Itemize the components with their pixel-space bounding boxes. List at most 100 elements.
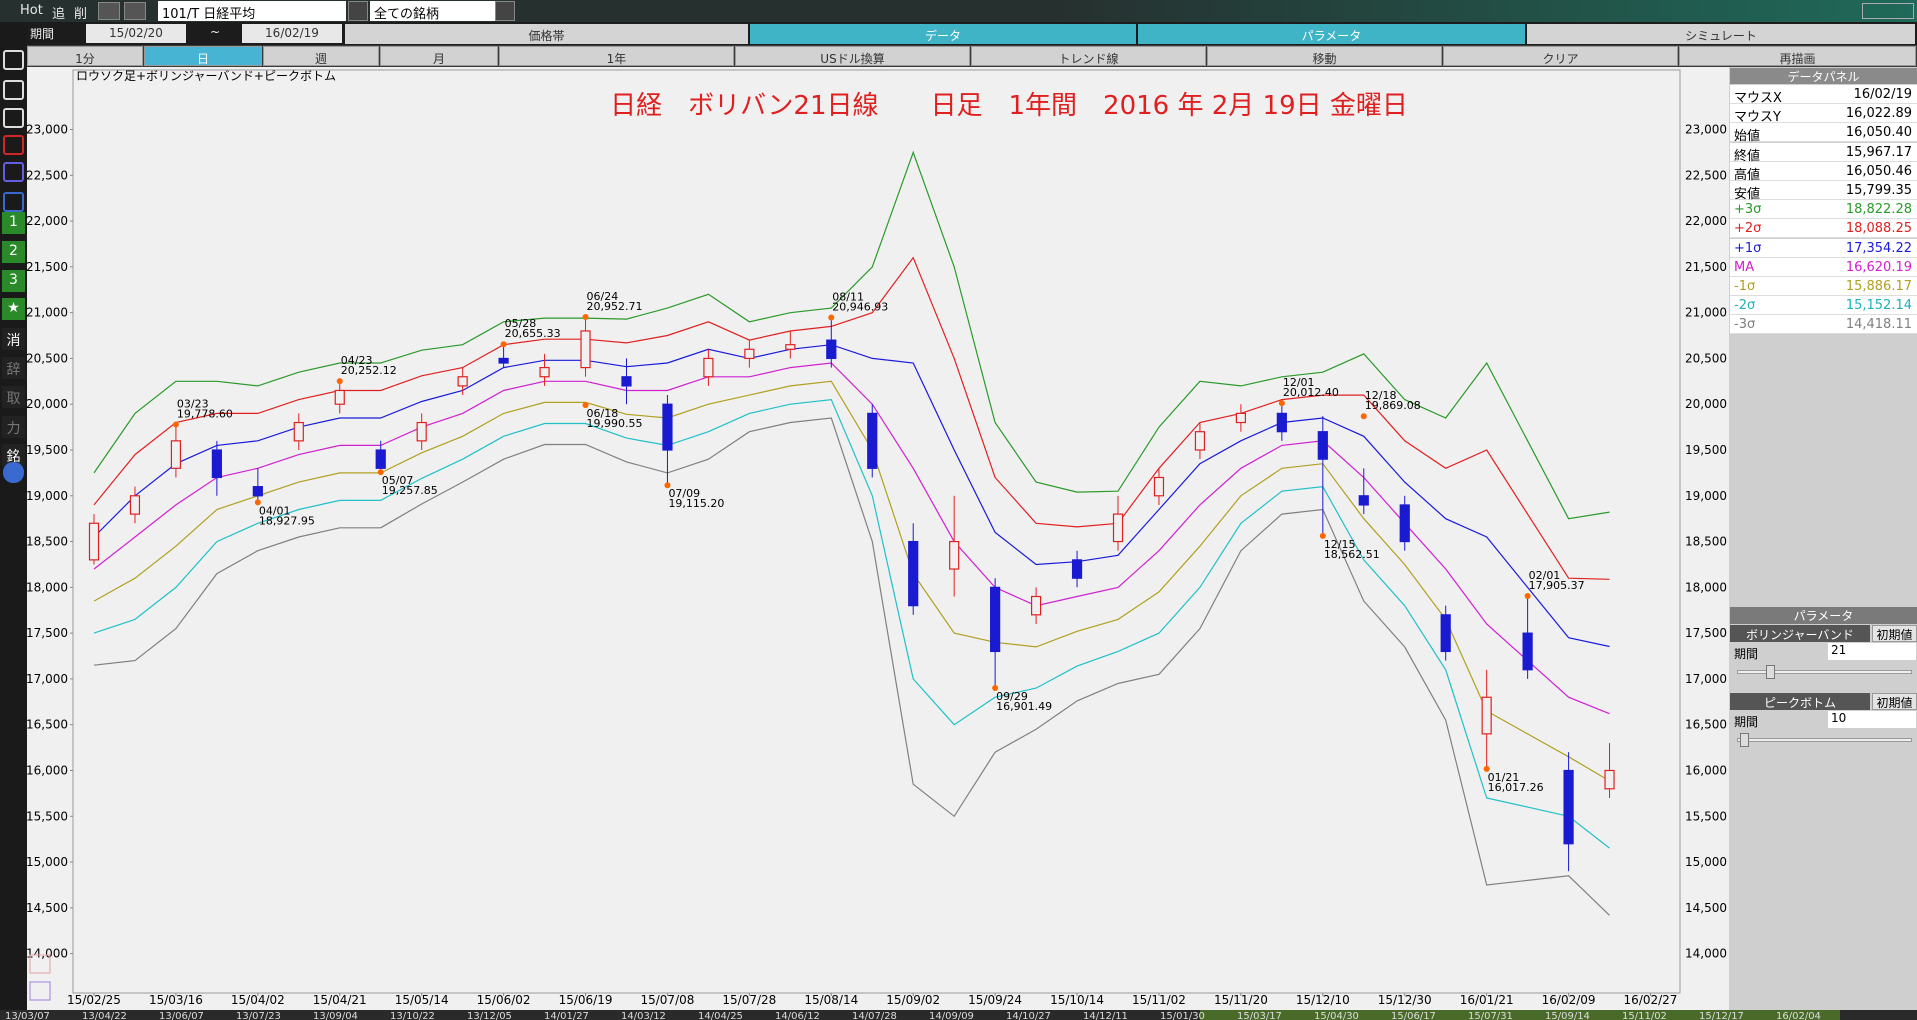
peak-bottom-value: 18,927.95 (259, 514, 315, 527)
candle-body (1481, 696, 1492, 735)
peak-bottom-date: 04/01 (259, 504, 291, 517)
peak-bottom-value: 20,252.12 (341, 364, 397, 377)
peak-bottom-value: 19,869.08 (1365, 399, 1421, 412)
band-line (93, 344, 1610, 648)
dropdown-button[interactable] (348, 1, 368, 21)
y-tick-label: 15,500 (26, 809, 68, 823)
x-tick-label: 15/06/02 (477, 993, 531, 1007)
param-input[interactable]: 21 (1828, 643, 1916, 660)
candle-body (1563, 769, 1574, 845)
y-tick-label: 18,000 (26, 580, 68, 594)
period-button[interactable]: 再描画 (1679, 46, 1916, 66)
period-button[interactable]: USドル換算 (735, 46, 970, 66)
peak-bottom-value: 19,778.60 (177, 407, 233, 420)
toolbar-button[interactable]: 追 (52, 7, 66, 19)
slider-thumb[interactable] (1766, 665, 1775, 679)
nav-prev[interactable] (98, 2, 120, 20)
x-tick-label: 15/05/14 (395, 993, 449, 1007)
peak-bottom-date: 03/23 (177, 397, 209, 410)
sidebar-button[interactable]: 2 (2, 241, 25, 263)
peak-bottom-value: 20,655.33 (505, 327, 561, 340)
slider-thumb[interactable] (1740, 733, 1749, 747)
sidebar-button[interactable]: 1 (2, 212, 25, 234)
period-button[interactable]: 月 (380, 46, 498, 66)
nav-next[interactable] (124, 2, 146, 20)
tab[interactable]: データ (750, 24, 1136, 44)
mini-icon (29, 954, 51, 974)
x-tick-label: 15/03/16 (149, 993, 203, 1007)
peak-bottom-date: 12/01 (1283, 376, 1315, 389)
peak-bottom-date: 06/24 (587, 290, 619, 303)
universe-select[interactable]: 全ての銘柄 (370, 1, 495, 21)
peak-bottom-date: 02/01 (1529, 569, 1561, 582)
sidebar-icon[interactable] (3, 162, 24, 182)
overview-date: 14/10/27 (1006, 1011, 1051, 1020)
peak-bottom-marker (377, 469, 384, 476)
data-row-value: 17,354.22 (1845, 240, 1912, 256)
start-date[interactable]: 15/02/20 (86, 24, 186, 43)
sidebar-button[interactable]: 消 (2, 328, 25, 350)
y-tick-label: 14,500 (26, 901, 68, 915)
tab[interactable]: シミュレート (1527, 24, 1915, 44)
sidebar-button[interactable]: 3 (2, 270, 25, 292)
sidebar-icon[interactable] (3, 80, 24, 100)
band-line (93, 417, 1610, 916)
sidebar-button[interactable]: ★ (2, 298, 25, 320)
period-button[interactable]: トレンド線 (971, 46, 1206, 66)
sidebar-button[interactable]: 力 (2, 416, 25, 438)
sidebar-icon[interactable] (3, 50, 24, 70)
x-tick-label: 15/11/20 (1214, 993, 1268, 1007)
peak-bottom-date: 05/28 (505, 317, 537, 330)
data-row-label: -1σ (1734, 279, 1756, 294)
overview-date: 13/03/07 (5, 1011, 50, 1020)
data-row-label: 高値 (1734, 167, 1761, 183)
candle-body (1604, 769, 1615, 790)
end-date[interactable]: 16/02/19 (242, 24, 342, 43)
dropdown-button[interactable] (495, 1, 515, 21)
tab[interactable]: 価格帯 (345, 24, 748, 44)
period-button[interactable]: 週 (263, 46, 379, 66)
peak-bottom-marker (664, 482, 671, 489)
toolbar-button[interactable]: 削 (74, 7, 88, 19)
sidebar-icon[interactable] (3, 192, 24, 212)
period-button[interactable]: クリア (1443, 46, 1678, 66)
settings-icon[interactable] (3, 462, 24, 483)
period-button[interactable]: 移動 (1207, 46, 1442, 66)
candle-body (1317, 431, 1328, 460)
candle-body (867, 412, 878, 469)
reset-button[interactable]: 初期値 (1872, 693, 1917, 710)
y-tick-label-right: 20,500 (1685, 351, 1727, 365)
sidebar-button[interactable]: 取 (2, 386, 25, 408)
param-input[interactable]: 10 (1828, 711, 1916, 728)
data-row-bg (1730, 181, 1917, 200)
sidebar-button[interactable]: 銘 (2, 444, 25, 466)
param-group: ピークボトム (1730, 693, 1870, 710)
y-tick-label-right: 19,000 (1685, 489, 1727, 503)
peak-bottom-value: 16,901.49 (996, 700, 1052, 713)
reset-button[interactable]: 初期値 (1872, 625, 1917, 642)
overview-date: 14/07/28 (852, 1011, 897, 1020)
period-button[interactable]: 日 (144, 46, 262, 66)
y-tick-label-right: 16,500 (1685, 718, 1727, 732)
x-tick-label: 15/12/30 (1378, 993, 1432, 1007)
sidebar-icon[interactable] (3, 108, 24, 128)
peak-bottom-date: 09/29 (996, 690, 1028, 703)
code-select[interactable]: 101/T 日経平均 (158, 1, 346, 21)
y-tick-label: 20,500 (26, 351, 68, 365)
overview-date: 15/07/31 (1468, 1011, 1513, 1020)
data-row-value: 16,050.46 (1845, 163, 1912, 179)
overview-date: 15/06/17 (1391, 1011, 1436, 1020)
period-button[interactable]: 1分 (27, 46, 143, 66)
slider-track (1737, 738, 1912, 742)
sidebar-button[interactable]: 辞 (2, 357, 25, 379)
data-row-bg (1730, 123, 1917, 143)
param-group: ボリンジャーバンド (1730, 625, 1870, 642)
x-tick-label: 15/12/10 (1296, 993, 1350, 1007)
data-row-bg (1730, 85, 1917, 104)
sidebar-icon[interactable] (3, 135, 24, 155)
overview-date: 14/09/09 (929, 1011, 974, 1020)
tab[interactable]: パラメータ (1138, 24, 1525, 44)
period-button[interactable]: 1年 (499, 46, 734, 66)
candle-body (580, 330, 591, 369)
toolbar-button[interactable]: Hot (20, 3, 43, 18)
